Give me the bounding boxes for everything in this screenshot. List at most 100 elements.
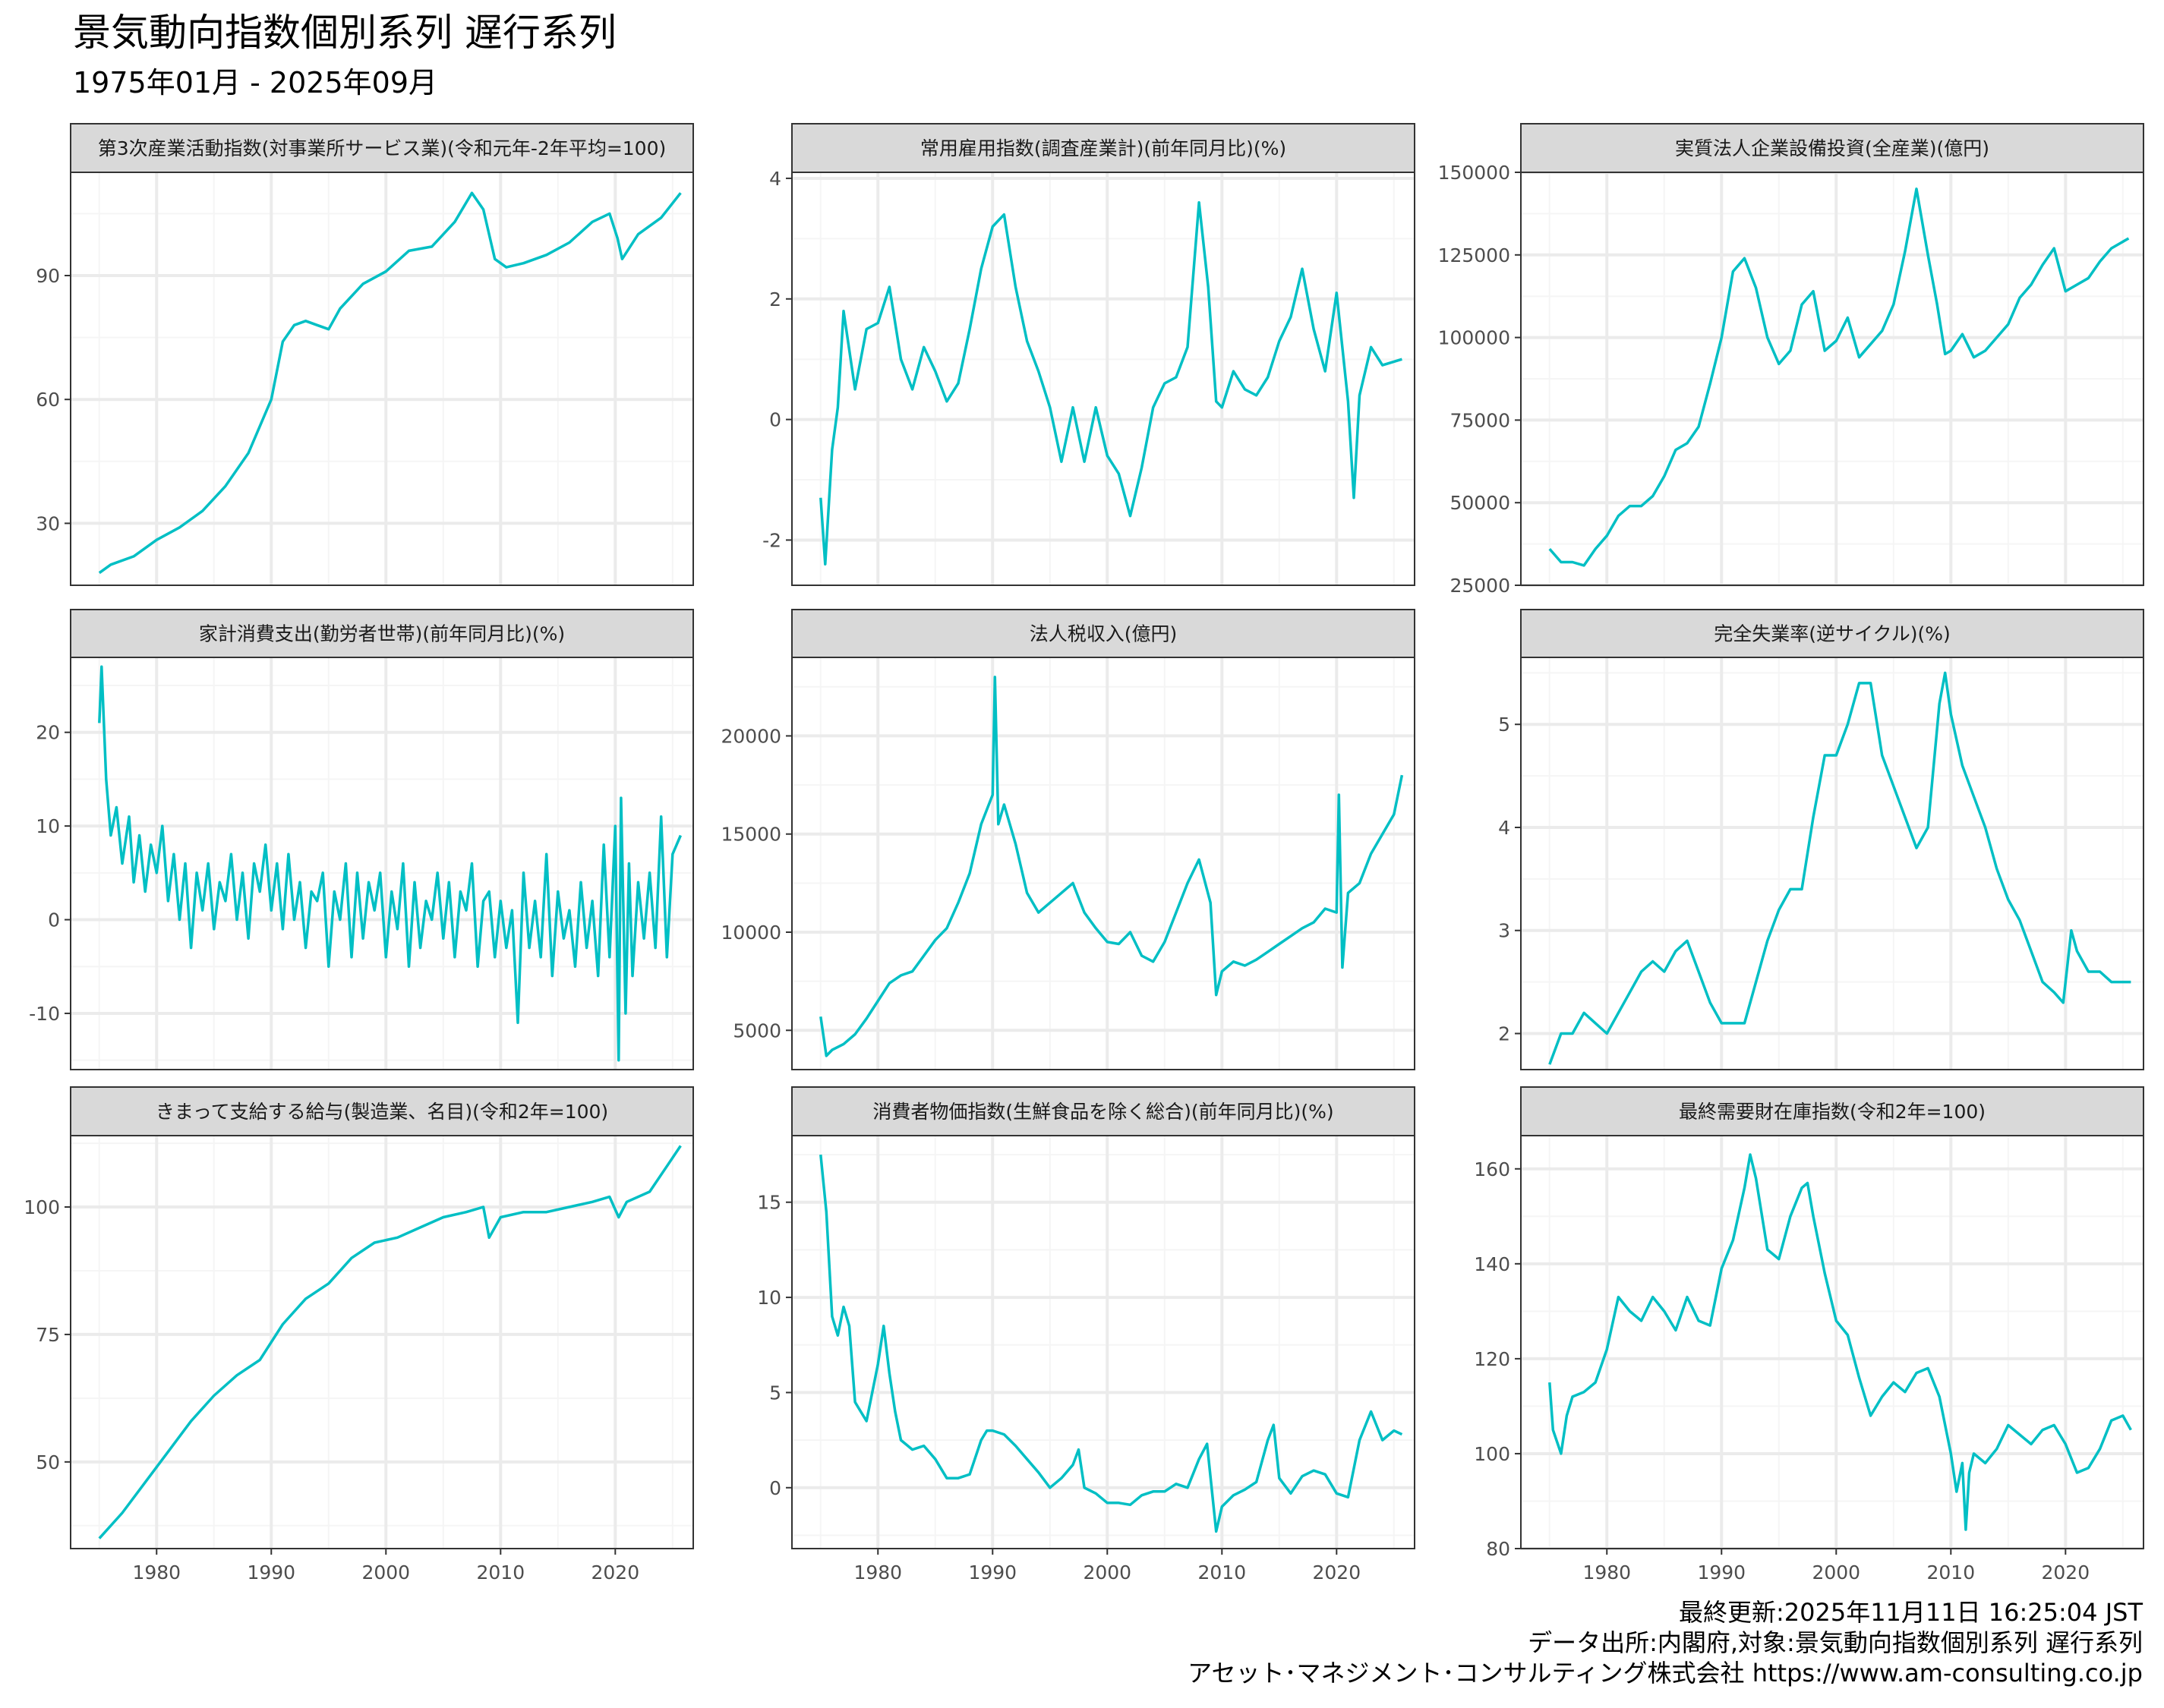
x-tick-label: 1990 <box>1697 1561 1746 1584</box>
y-tick-label: 150000 <box>1438 162 1510 184</box>
y-tick-label: 60 <box>36 389 60 411</box>
strip-background <box>1520 609 2144 658</box>
y-tick-label: 5000 <box>733 1019 781 1042</box>
y-tick-label: 5 <box>1498 714 1510 736</box>
strip-background <box>791 1086 1415 1136</box>
strip-background <box>791 609 1415 658</box>
x-tick-label: 2000 <box>1812 1561 1860 1584</box>
panel-3: 25000 50000 75000 100000 125000 150000 実質法人企業設… <box>1438 123 2144 597</box>
x-tick-label: 2020 <box>1312 1561 1361 1584</box>
caption-company: アセット･マネジメント･コンサルティング株式会社 https://www.am-… <box>1188 1659 2143 1688</box>
y-tick-label: 75000 <box>1450 409 1510 431</box>
series-line <box>98 1145 682 1539</box>
strip-title: 常用雇用指数(調査産業計)(前年同月比)(%) <box>920 137 1286 159</box>
panel-9: 80 100 120 140 160 最終需要財在庫指数(令和2年=100) 1980 199… <box>1474 1086 2144 1584</box>
panel-background <box>1521 657 2143 1070</box>
series-line <box>98 191 682 575</box>
x-tick-label: 1990 <box>968 1561 1017 1584</box>
strip-background <box>70 123 694 173</box>
strip-background <box>1520 123 2144 173</box>
y-tick-label: 2 <box>769 288 781 310</box>
strip-title: 第3次産業活動指数(対事業所サービス業)(令和元年-2年平均=100) <box>98 137 667 159</box>
y-tick-label: 10 <box>757 1287 781 1309</box>
y-tick-label: 20 <box>36 722 60 744</box>
strip-title: 法人税収入(億円) <box>1030 623 1178 645</box>
y-tick-label: 100000 <box>1438 327 1510 349</box>
panel-8: 0 5 10 15 消費者物価指数(生鮮食品を除く総合)(前年同月比)(%) 1980 19… <box>757 1086 1415 1584</box>
panel-background <box>792 657 1415 1070</box>
x-tick-label: 2010 <box>1197 1561 1246 1584</box>
series-line <box>1548 1153 2132 1531</box>
x-tick-label: 1990 <box>247 1561 295 1584</box>
y-tick-label: 20000 <box>721 725 781 747</box>
y-tick-label: 30 <box>36 512 60 534</box>
x-tick-label: 2020 <box>2041 1561 2090 1584</box>
y-tick-label: 0 <box>48 909 60 931</box>
series-line <box>1548 188 2130 567</box>
y-tick-label: 3 <box>1498 920 1510 942</box>
y-tick-label: 2 <box>1498 1023 1510 1045</box>
panel-7: 50 75 100 きまって支給する給与(製造業、名目)(令和2年=100) 1980 1… <box>24 1086 694 1584</box>
series-line <box>819 676 1404 1057</box>
y-tick-label: -2 <box>762 529 781 551</box>
y-tick-label: 15 <box>757 1192 781 1214</box>
x-tick-label: 2020 <box>591 1561 639 1584</box>
strip-background <box>70 609 694 658</box>
y-tick-label: -10 <box>29 1003 60 1025</box>
y-tick-label: 80 <box>1486 1538 1510 1560</box>
strip-background <box>791 123 1415 173</box>
panel-background <box>792 1136 1415 1549</box>
caption-source: データ出所:内閣府,対象:景気動向指数個別系列 遅行系列 <box>1528 1628 2143 1657</box>
page-subtitle: 1975年01月 - 2025年09月 <box>73 66 437 99</box>
y-tick-label: 75 <box>36 1324 60 1346</box>
panel-background <box>1521 1136 2143 1549</box>
y-tick-label: 4 <box>769 168 781 190</box>
panel-4: -10 0 10 20 家計消費支出(勤労者世帯)(前年同月比)(%) <box>29 609 694 1070</box>
panel-background <box>71 1136 693 1549</box>
caption-updated: 最終更新:2025年11月11日 16:25:04 JST <box>1678 1598 2143 1627</box>
series-line <box>819 1154 1403 1533</box>
x-tick-label: 2010 <box>1926 1561 1975 1584</box>
y-tick-label: 50 <box>36 1451 60 1473</box>
x-tick-label: 1980 <box>132 1561 181 1584</box>
y-tick-label: 50000 <box>1450 492 1510 514</box>
series-line <box>98 665 683 1062</box>
series-line <box>819 200 1402 566</box>
y-tick-label: 10 <box>36 815 60 837</box>
y-tick-label: 140 <box>1474 1253 1510 1275</box>
x-tick-label: 2000 <box>1083 1561 1131 1584</box>
x-tick-label: 2010 <box>476 1561 525 1584</box>
y-tick-label: 0 <box>769 409 781 431</box>
panel-5: 5000 10000 15000 20000 法人税収入(億円) <box>721 609 1415 1070</box>
y-tick-label: 0 <box>769 1477 781 1499</box>
y-tick-label: 100 <box>24 1196 60 1218</box>
strip-title: 最終需要財在庫指数(令和2年=100) <box>1679 1101 1986 1123</box>
y-tick-label: 15000 <box>721 824 781 846</box>
strip-title: 家計消費支出(勤労者世帯)(前年同月比)(%) <box>199 623 565 645</box>
strip-title: きまって支給する給与(製造業、名目)(令和2年=100) <box>156 1101 608 1123</box>
panel-background <box>792 172 1415 585</box>
page-title: 景気動向指数個別系列 遅行系列 <box>73 11 617 55</box>
strip-background <box>1520 1086 2144 1136</box>
panel-2: -2 0 2 4 常用雇用指数(調査産業計)(前年同月比)(%) <box>762 123 1415 586</box>
y-tick-label: 100 <box>1474 1443 1510 1465</box>
series-line <box>1548 671 2131 1065</box>
panel-1: 30 60 90 第3次産業活動指数(対事業所サービス業)(令和元年-2年平均=100… <box>36 123 694 586</box>
strip-title: 完全失業率(逆サイクル)(%) <box>1714 623 1951 645</box>
y-tick-label: 90 <box>36 265 60 287</box>
y-tick-label: 5 <box>769 1382 781 1404</box>
y-tick-label: 10000 <box>721 922 781 944</box>
strip-title: 消費者物価指数(生鮮食品を除く総合)(前年同月比)(%) <box>872 1101 1333 1123</box>
y-tick-label: 25000 <box>1450 575 1510 597</box>
x-tick-label: 2000 <box>361 1561 410 1584</box>
panel-6: 2 3 4 5 完全失業率(逆サイクル)(%) <box>1498 609 2144 1070</box>
y-tick-label: 4 <box>1498 817 1510 839</box>
strip-background <box>70 1086 694 1136</box>
y-tick-label: 125000 <box>1438 244 1510 266</box>
strip-title: 実質法人企業設備投資(全産業)(億円) <box>1675 137 1989 159</box>
y-tick-label: 120 <box>1474 1348 1510 1370</box>
panel-background <box>71 172 693 585</box>
x-tick-label: 1980 <box>1582 1561 1631 1584</box>
y-tick-label: 160 <box>1474 1158 1510 1180</box>
